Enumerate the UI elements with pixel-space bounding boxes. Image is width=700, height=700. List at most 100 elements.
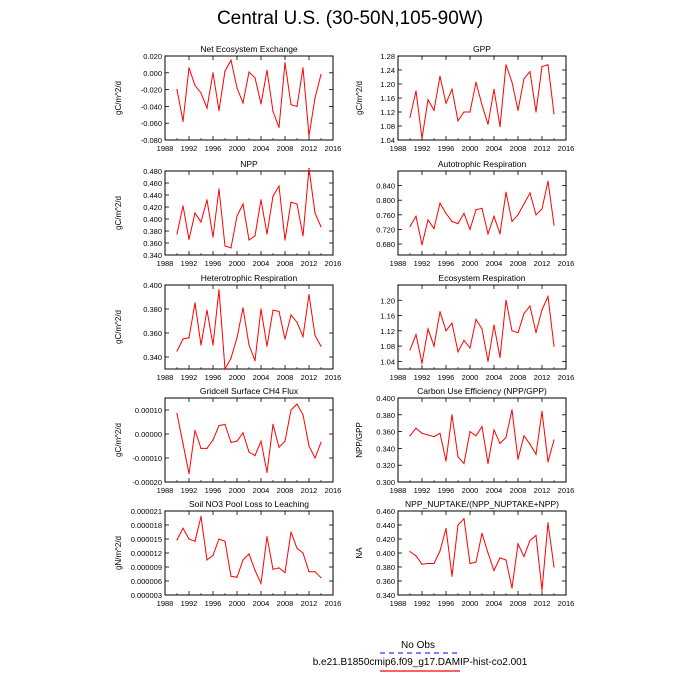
x-tick-label: 2016 <box>558 144 575 153</box>
data-point <box>517 543 519 545</box>
y-tick-label: 0.360 <box>143 329 162 338</box>
y-tick-label: 0.380 <box>143 305 162 314</box>
data-point <box>433 562 435 565</box>
y-axis-label: gC/m^2/d <box>114 310 123 344</box>
x-tick-label: 2012 <box>534 373 551 382</box>
data-point <box>194 302 196 304</box>
data-point <box>254 455 256 457</box>
panel-ecosystem-respiration: Ecosystem Respiration 1988 1992 1996 2000 200… <box>380 273 574 382</box>
x-tick-label: 2004 <box>253 599 270 608</box>
x-tick-label: 2000 <box>462 259 479 268</box>
data-point <box>475 318 477 320</box>
x-tick-label: 1996 <box>205 486 222 495</box>
data-point <box>224 245 226 247</box>
x-tick-label: 1996 <box>438 259 455 268</box>
data-point <box>493 569 495 572</box>
x-tick-label: 2004 <box>253 373 270 382</box>
data-point <box>469 347 471 349</box>
panel-carbon-use-efficiency-npp-gpp: Carbon Use Efficiency (NPP/GPP) 1988 1992 1… <box>355 386 574 495</box>
data-point <box>242 102 244 104</box>
x-tick-label: 1992 <box>414 486 431 495</box>
data-point <box>439 432 441 434</box>
y-tick-label: 0.420 <box>376 535 395 544</box>
y-tick-label: 0.360 <box>376 428 395 437</box>
data-point <box>206 107 208 109</box>
data-point <box>529 539 531 542</box>
panel-soil-no3-pool-loss-to-leaching: Soil NO3 Pool Loss to Leaching 1988 1992 19… <box>114 499 341 608</box>
data-point <box>529 305 531 307</box>
y-tick-label: 0.340 <box>143 251 162 260</box>
series-line <box>176 516 322 586</box>
panel-title: Autotrophic Respiration <box>438 159 527 169</box>
data-point <box>421 432 423 434</box>
data-point <box>523 78 525 80</box>
data-point <box>314 97 316 99</box>
x-tick-label: 1992 <box>414 599 431 608</box>
data-point <box>553 439 555 441</box>
x-tick-label: 2008 <box>277 144 294 153</box>
x-tick-label: 1992 <box>414 144 431 153</box>
plot-frame <box>397 397 567 483</box>
x-tick-label: 2008 <box>510 373 527 382</box>
data-point <box>463 212 465 214</box>
data-point <box>260 199 262 201</box>
x-tick-label: 2012 <box>301 259 318 268</box>
data-point <box>481 104 483 106</box>
y-tick-label: 0.400 <box>376 549 395 558</box>
data-point <box>302 336 304 338</box>
x-tick-label: 1992 <box>181 599 198 608</box>
data-point <box>409 551 411 553</box>
data-point <box>511 409 513 411</box>
data-point <box>254 77 256 79</box>
data-point <box>475 209 477 211</box>
data-point <box>505 191 507 193</box>
data-point <box>278 446 280 448</box>
data-point <box>433 228 435 230</box>
data-point <box>463 111 465 113</box>
x-tick-label: 2004 <box>253 486 270 495</box>
x-tick-label: 1988 <box>390 486 407 495</box>
data-point <box>284 239 286 241</box>
y-tick-label: -0.00020 <box>132 478 162 487</box>
data-point <box>242 307 244 309</box>
y-tick-label: 0.340 <box>143 353 162 362</box>
data-point <box>194 429 196 431</box>
data-point <box>308 135 310 137</box>
data-point <box>487 462 489 465</box>
data-point <box>499 442 501 444</box>
data-point <box>188 337 190 339</box>
x-tick-label: 1988 <box>390 373 407 382</box>
data-point <box>433 109 435 111</box>
x-tick-label: 2000 <box>229 486 246 495</box>
data-point <box>469 562 471 565</box>
y-tick-label: 0.360 <box>376 577 395 586</box>
data-point <box>212 439 214 441</box>
y-tick-label: 0.440 <box>143 191 162 200</box>
data-point <box>302 552 304 554</box>
x-tick-label: 2012 <box>301 144 318 153</box>
y-tick-label: -0.080 <box>141 136 162 145</box>
data-point <box>314 571 316 573</box>
data-point <box>421 362 423 364</box>
series-line <box>176 289 322 371</box>
y-tick-label: 0.000006 <box>131 577 162 586</box>
data-point <box>176 539 178 541</box>
data-point <box>296 403 298 405</box>
data-point <box>493 88 495 90</box>
data-point <box>475 435 477 437</box>
x-tick-label: 1992 <box>181 486 198 495</box>
x-tick-label: 2004 <box>486 259 503 268</box>
data-point <box>439 75 441 77</box>
data-point <box>517 332 519 334</box>
data-point <box>421 244 423 246</box>
data-point <box>511 81 513 83</box>
y-tick-label: 0.000009 <box>131 563 162 572</box>
data-point <box>505 64 507 66</box>
data-point <box>182 338 184 340</box>
data-point <box>212 72 214 74</box>
y-axis-label: NA <box>355 547 364 559</box>
x-tick-label: 2016 <box>325 599 342 608</box>
y-tick-label: 1.16 <box>380 94 395 103</box>
data-point <box>176 89 178 91</box>
y-tick-label: 0.480 <box>143 167 162 176</box>
